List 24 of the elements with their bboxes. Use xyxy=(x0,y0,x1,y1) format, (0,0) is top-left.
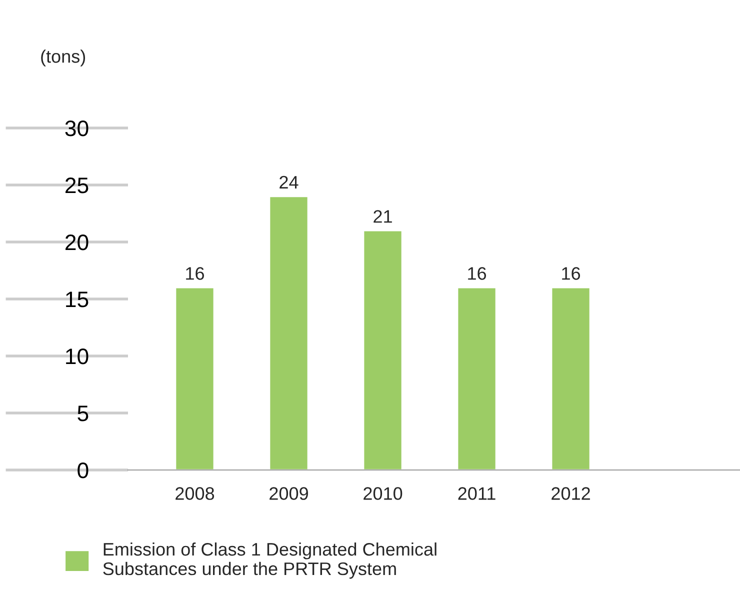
x-tick-label: 2010 xyxy=(364,487,402,500)
bar xyxy=(456,286,497,470)
bar xyxy=(362,230,403,470)
y-tick-label: 30 xyxy=(65,120,88,136)
x-tick-label: 2012 xyxy=(552,487,590,500)
y-axis-title: (tons) xyxy=(41,50,86,66)
data-label: 16 xyxy=(468,267,486,280)
x-tick-label: 2011 xyxy=(458,487,496,500)
data-label: 16 xyxy=(562,267,580,280)
x-tick-label: 2009 xyxy=(270,487,308,500)
y-tick-label: 25 xyxy=(66,178,88,194)
y-tick-label: 0 xyxy=(78,462,88,478)
bar xyxy=(174,286,215,470)
data-label: 16 xyxy=(186,267,204,280)
data-label: 21 xyxy=(374,210,392,223)
y-tick-label: 5 xyxy=(78,406,88,422)
bar xyxy=(268,196,309,470)
bar xyxy=(550,286,591,470)
x-tick-label: 2008 xyxy=(176,487,214,500)
data-label: 24 xyxy=(280,176,298,188)
legend-label: Emission of Class 1 Designated Chemical Substances under the PRTR System xyxy=(103,542,436,579)
y-tick-label: 15 xyxy=(66,292,88,308)
y-tick-label: 20 xyxy=(66,234,88,250)
y-tick-label: 10 xyxy=(66,348,88,364)
